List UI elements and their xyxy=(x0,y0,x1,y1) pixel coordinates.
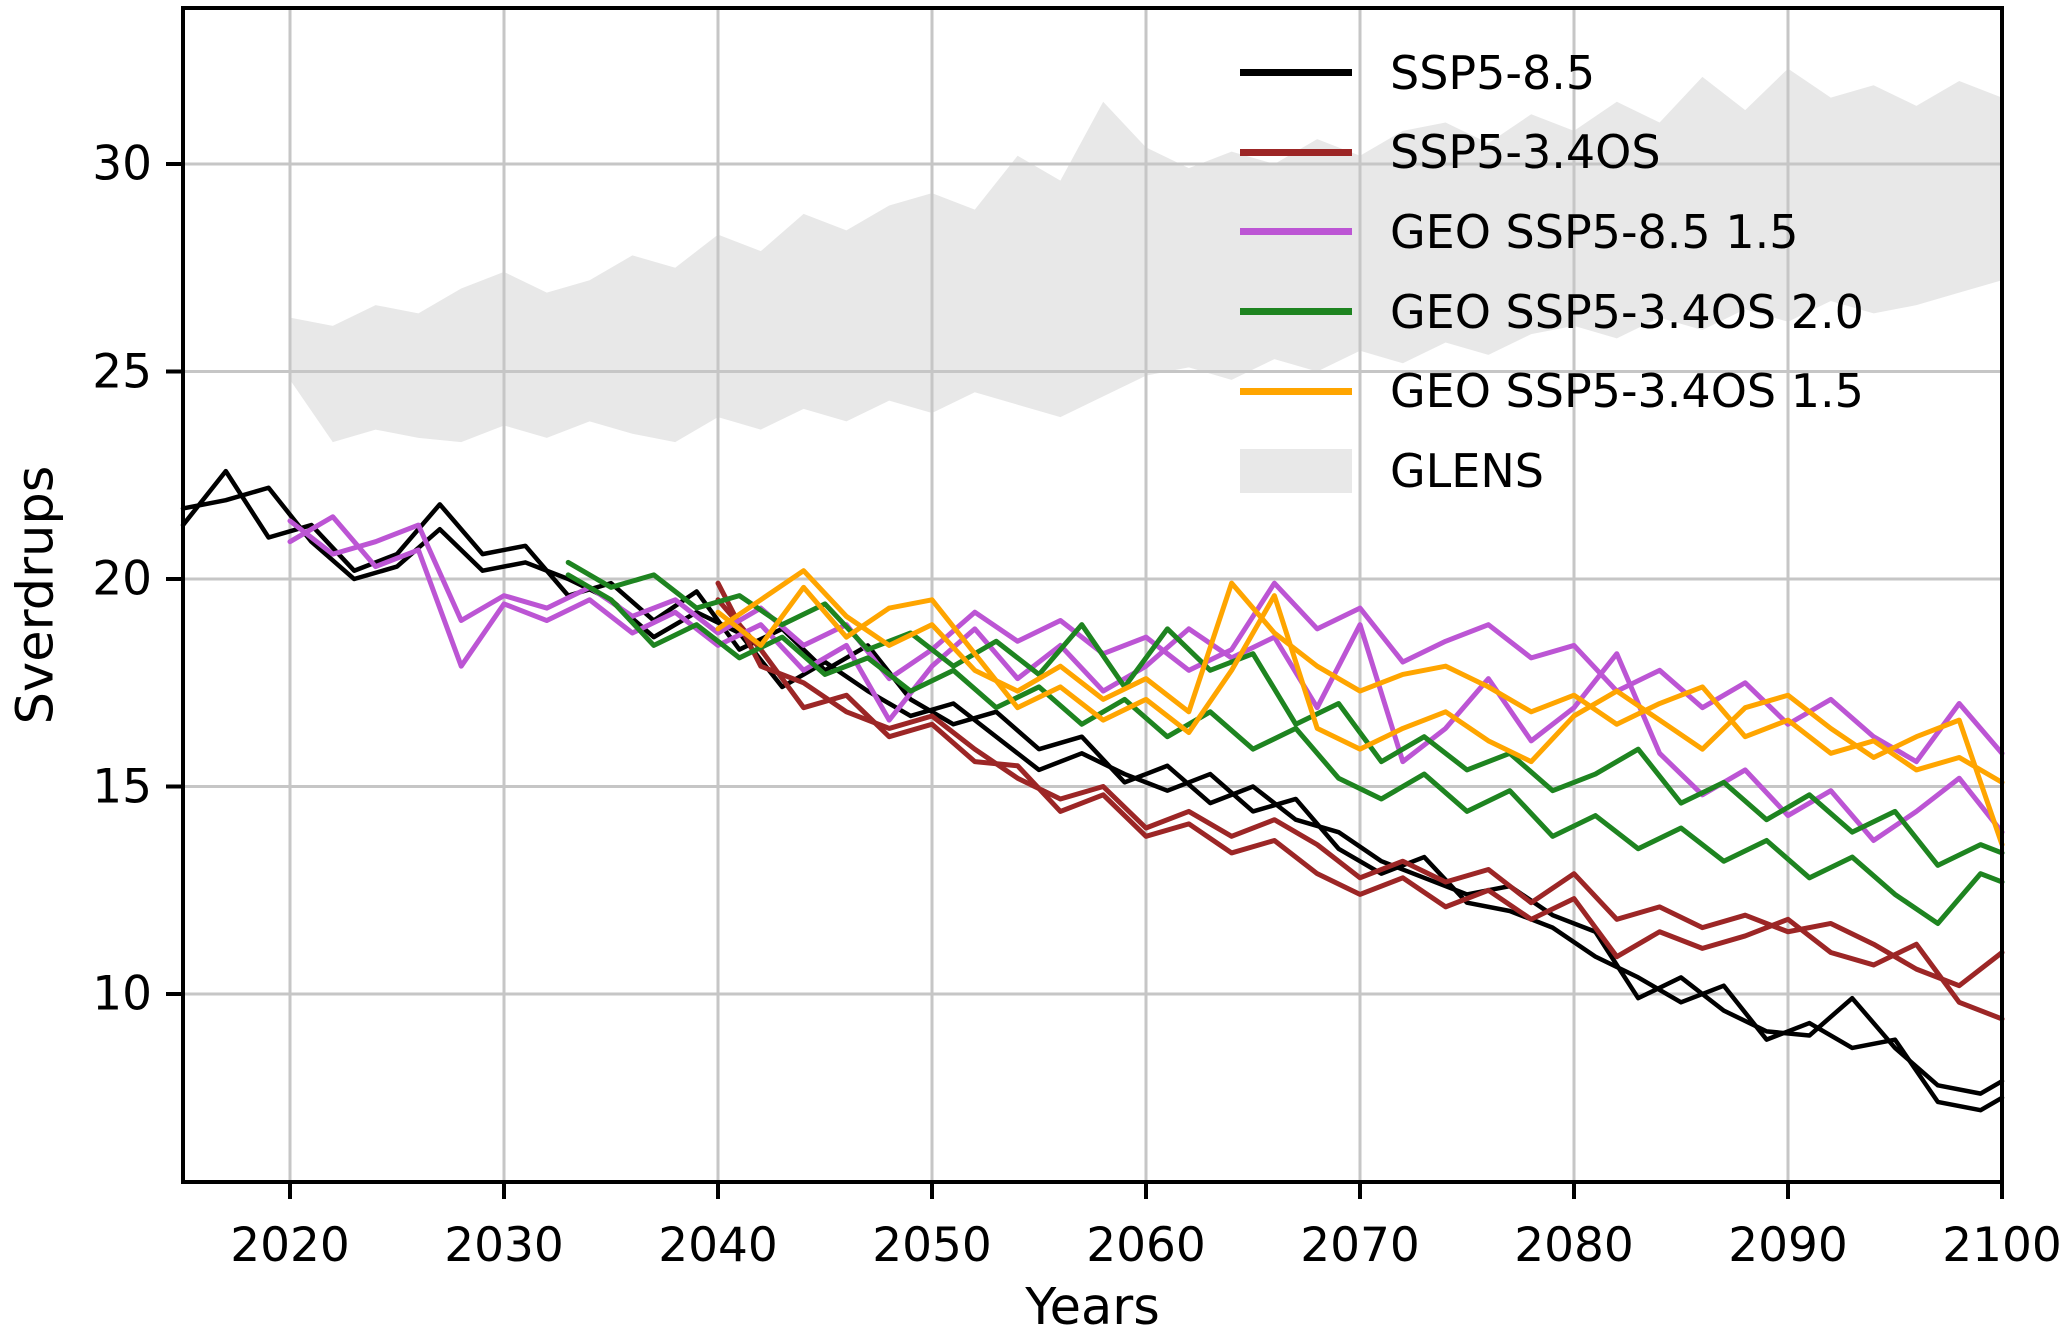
x-tick-label: 2030 xyxy=(444,1218,564,1273)
series-line-0-member-1 xyxy=(180,485,2005,1113)
legend-item: GLENS xyxy=(1240,431,1864,511)
series-line-2-member-0 xyxy=(287,518,2005,765)
axes-box xyxy=(181,6,2004,1184)
x-tick-label: 2100 xyxy=(1942,1218,2062,1273)
legend: SSP5-8.5 SSP5-3.4OS GEO SSP5-8.5 1.5 GEO SS… xyxy=(1240,33,1864,511)
legend-patch-swatch xyxy=(1240,448,1352,493)
legend-label: SSP5-8.5 xyxy=(1390,45,1596,100)
y-tick-label: 25 xyxy=(92,344,152,400)
x-tick-label: 2050 xyxy=(872,1218,992,1273)
y-tick-label: 20 xyxy=(92,551,152,607)
x-tick-label: 2020 xyxy=(230,1218,350,1273)
legend-label: GLENS xyxy=(1390,443,1544,498)
legend-label: GEO SSP5-3.4OS 2.0 xyxy=(1390,284,1864,339)
legend-line-swatch xyxy=(1240,308,1352,316)
x-axis-title: Years xyxy=(1025,1278,1160,1337)
x-tick-label: 2060 xyxy=(1086,1218,1206,1273)
legend-line-swatch xyxy=(1240,387,1352,395)
series-line-4-member-1 xyxy=(715,584,2005,848)
legend-label: GEO SSP5-3.4OS 1.5 xyxy=(1390,364,1864,419)
series-line-1-member-0 xyxy=(715,580,2005,989)
series-line-4-member-0 xyxy=(715,568,2005,785)
legend-label: SSP5-3.4OS xyxy=(1390,125,1661,180)
legend-item: GEO SSP5-3.4OS 1.5 xyxy=(1240,351,1864,431)
y-tick-label: 15 xyxy=(92,759,152,815)
x-tick-label: 2040 xyxy=(658,1218,778,1273)
legend-line-swatch xyxy=(1240,148,1352,156)
y-tick-label: 30 xyxy=(92,136,152,192)
series-line-1-member-1 xyxy=(715,597,2005,1022)
legend-item: GEO SSP5-3.4OS 2.0 xyxy=(1240,272,1864,352)
series-line-3-member-1 xyxy=(565,572,2005,926)
series-line-3-member-0 xyxy=(565,559,2005,868)
y-tick-label: 10 xyxy=(92,966,152,1022)
legend-item: SSP5-8.5 xyxy=(1240,33,1864,113)
legend-item: SSP5-3.4OS xyxy=(1240,113,1864,193)
legend-item: GEO SSP5-8.5 1.5 xyxy=(1240,192,1864,272)
x-tick-label: 2070 xyxy=(1300,1218,1420,1273)
x-tick-label: 2080 xyxy=(1514,1218,1634,1273)
legend-line-swatch xyxy=(1240,69,1352,77)
legend-label: GEO SSP5-8.5 1.5 xyxy=(1390,204,1799,259)
series-line-0-member-0 xyxy=(180,468,2005,1096)
x-tick-label: 2090 xyxy=(1728,1218,1848,1273)
y-axis-title: Sverdrups xyxy=(6,465,66,725)
legend-line-swatch xyxy=(1240,228,1352,236)
